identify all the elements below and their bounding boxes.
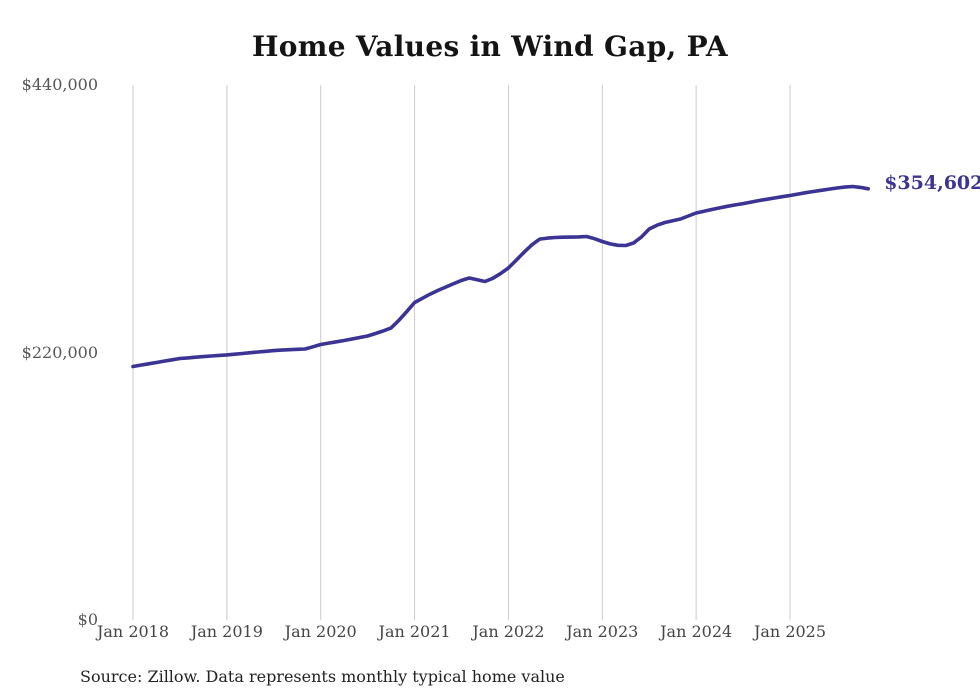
y-axis-tick-label: $440,000 xyxy=(21,75,98,94)
x-axis-tick-label: Jan 2023 xyxy=(566,622,639,641)
x-axis-tick-label: Jan 2018 xyxy=(96,622,170,641)
x-axis-tick-label: Jan 2021 xyxy=(378,622,451,641)
y-axis-tick-label: $0 xyxy=(77,610,98,629)
x-axis-tick-label: Jan 2019 xyxy=(190,622,263,641)
x-axis-tick-label: Jan 2020 xyxy=(284,622,357,641)
x-axis-tick-label: Jan 2022 xyxy=(472,622,545,641)
year-gridlines xyxy=(132,85,791,620)
x-axis-tick-label: Jan 2024 xyxy=(660,622,733,641)
y-axis-tick-label: $220,000 xyxy=(21,342,98,362)
x-axis-tick-label: Jan 2025 xyxy=(753,622,827,641)
latest-value-label: $354,602 xyxy=(884,171,980,194)
chart-title: Home Values in Wind Gap, PA xyxy=(252,30,728,63)
home-value-trend-line xyxy=(131,184,871,369)
source-note: Source: Zillow. Data represents monthly … xyxy=(80,667,565,686)
